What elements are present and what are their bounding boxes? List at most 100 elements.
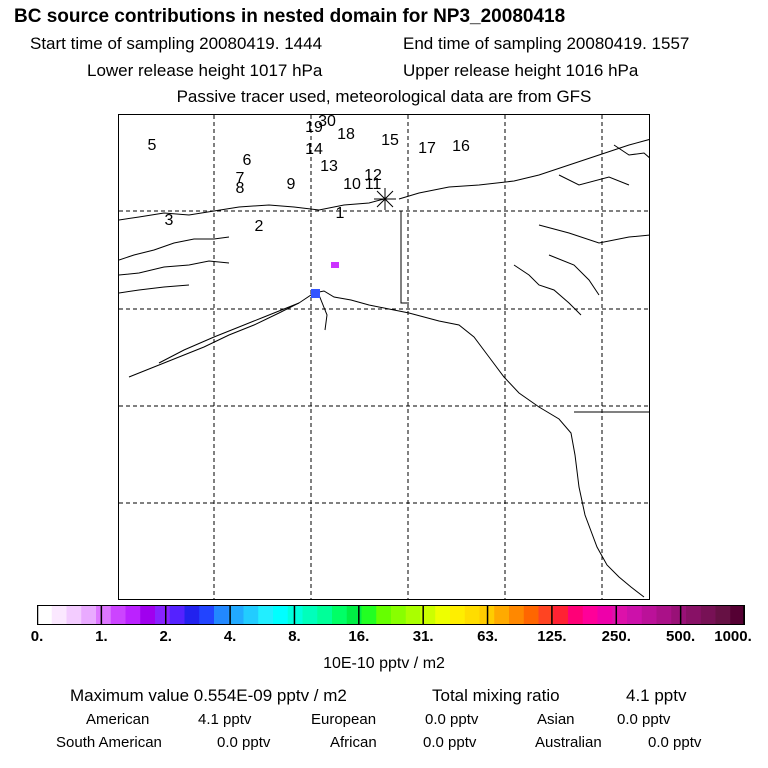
colorbar-swatch [686, 605, 702, 625]
release-label-6: 6 [242, 152, 252, 169]
release-label-5: 5 [147, 137, 157, 154]
region-name: American [86, 711, 150, 728]
colorbar-swatch [597, 605, 613, 625]
colorbar-swatch [700, 605, 716, 625]
source-hot-spots [311, 262, 339, 298]
colorbar-swatch [37, 605, 53, 625]
colorbar-tick-label: 63. [477, 628, 498, 645]
colorbar-swatch [214, 605, 230, 625]
release-label-8: 8 [235, 180, 245, 197]
colorbar-swatch [110, 605, 126, 625]
hot-spot [331, 262, 339, 268]
release-label-1: 1 [335, 205, 345, 222]
colorbar-swatch [66, 605, 82, 625]
lower-release-height: Lower release height 1017 hPa [87, 61, 323, 80]
colorbar-swatch [184, 605, 200, 625]
colorbar-swatch [346, 605, 362, 625]
release-label-13: 13 [320, 158, 338, 175]
colorbar-swatch [730, 605, 745, 625]
colorbar-swatch [169, 605, 185, 625]
colorbar-swatch [376, 605, 392, 625]
region-name: Australian [535, 734, 602, 751]
colorbar-swatch [568, 605, 584, 625]
colorbar-swatch [125, 605, 141, 625]
colorbar-swatch [391, 605, 407, 625]
colorbar-swatch [140, 605, 156, 625]
colorbar-tick-label: 31. [412, 628, 434, 645]
colorbar-swatch [302, 605, 318, 625]
colorbar-swatch [656, 605, 672, 625]
colorbar-swatch [287, 605, 303, 625]
colorbar-tick-label: 1. [95, 628, 108, 645]
release-label-18: 18 [337, 126, 355, 143]
end-time: End time of sampling 20080419. 1557 [403, 34, 690, 53]
release-label-7: 7 [235, 170, 245, 187]
colorbar-tick-label: 1000. [714, 628, 752, 645]
total-mixing-label: Total mixing ratio [432, 686, 560, 705]
colorbar-swatch [464, 605, 480, 625]
colorbar-swatch [582, 605, 598, 625]
map-canvas [119, 115, 649, 599]
region-name: South American [56, 734, 162, 751]
release-label-11: 11 [364, 176, 382, 193]
colorbar-tick-label: 250. [601, 628, 631, 645]
release-label-10: 10 [343, 176, 361, 193]
release-label-19: 19 [305, 119, 323, 136]
grid-lines [119, 115, 649, 599]
borders [400, 211, 649, 413]
colorbar-swatch [317, 605, 333, 625]
colorbar-swatch [332, 605, 348, 625]
colorbar-swatch [494, 605, 510, 625]
colorbar-swatch [273, 605, 289, 625]
total-mixing-value: 4.1 pptv [626, 686, 687, 705]
colorbar-tick-label: 8. [288, 628, 301, 645]
region-value: 0.0 pptv [423, 734, 477, 751]
map-panel: 1 2 3 5 6 7 8 9 10 11 12 13 14 15 16 17 18 19 30 [118, 114, 650, 600]
colorbar-swatch [671, 605, 687, 625]
colorbar-swatch [612, 605, 628, 625]
region-name: European [311, 711, 377, 728]
tracer-note: Passive tracer used, meteorological data… [176, 87, 592, 106]
colorbar-swatch [435, 605, 451, 625]
colorbar-swatch [420, 605, 436, 625]
colorbar-tick-label: 0. [30, 628, 44, 645]
colorbar-swatch [228, 605, 244, 625]
release-label-12: 12 [364, 167, 382, 184]
release-site-marker [374, 188, 396, 210]
colorbar-swatch [450, 605, 466, 625]
colorbar-swatch [96, 605, 112, 625]
region-value: 4.1 pptv [198, 711, 252, 728]
release-label-16: 16 [452, 138, 470, 155]
colorbar-swatch [627, 605, 643, 625]
colorbar-units: 10E-10 pptv / m2 [323, 655, 445, 672]
colorbar-swatch [523, 605, 539, 625]
colorbar-swatch [553, 605, 569, 625]
upper-release-height: Upper release height 1016 hPa [403, 61, 639, 80]
colorbar-tick-label: 4. [223, 628, 237, 645]
colorbar-swatch [199, 605, 215, 625]
region-name: African [330, 734, 377, 751]
max-value: Maximum value 0.554E-09 pptv / m2 [70, 686, 347, 705]
colorbar [37, 605, 745, 625]
region-value: 0.0 pptv [617, 711, 671, 728]
region-name: Asian [537, 711, 575, 728]
colorbar-swatch [715, 605, 731, 625]
release-label-30: 30 [318, 114, 336, 130]
colorbar-swatch [361, 605, 377, 625]
colorbar-swatch [51, 605, 67, 625]
release-label-3: 3 [164, 212, 174, 229]
region-value: 0.0 pptv [217, 734, 271, 751]
release-label-17: 17 [418, 140, 436, 157]
chart-title: BC source contributions in nested domain… [14, 6, 566, 27]
colorbar-swatch [538, 605, 554, 625]
colorbar-swatch [258, 605, 274, 625]
region-value: 0.0 pptv [425, 711, 479, 728]
release-label-9: 9 [286, 176, 296, 193]
coastlines [119, 139, 649, 598]
colorbar-tick-label: 2. [159, 628, 172, 645]
colorbar-tick-label: 125. [537, 628, 567, 645]
colorbar-border [37, 605, 745, 625]
colorbar-tick-label: 16. [348, 628, 370, 645]
colorbar-swatch [243, 605, 259, 625]
region-value: 0.0 pptv [648, 734, 702, 751]
